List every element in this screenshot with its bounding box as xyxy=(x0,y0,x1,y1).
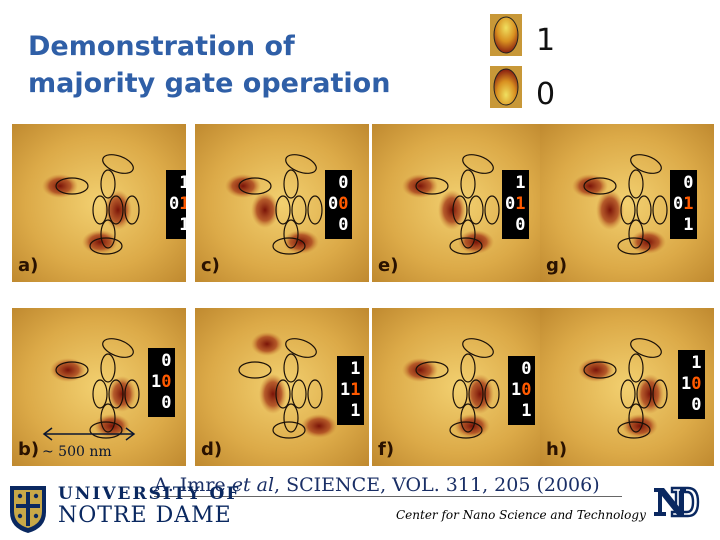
logic-state-row: 0 xyxy=(691,395,702,415)
title-line-1: Demonstration of xyxy=(28,31,295,62)
logic-state-row: 1 xyxy=(515,173,526,193)
panel-label: f) xyxy=(378,439,395,460)
mfm-panel: h) 1 1 0 0 xyxy=(540,308,714,466)
mfm-panel: a) 1 0 1 1 xyxy=(12,124,186,282)
legend-one-label: 1 xyxy=(536,23,555,58)
scale-label: ~ 500 nm xyxy=(42,444,112,460)
logic-state-row: 1 xyxy=(350,401,361,421)
citation-author: A. Imre xyxy=(154,474,226,496)
legend-zero-label: 0 xyxy=(536,77,555,110)
magnetization-legend: 1 0 xyxy=(490,14,570,112)
logic-state-row: 0 xyxy=(161,393,172,413)
logic-state-row: 0 xyxy=(515,215,526,235)
mfm-image xyxy=(195,124,369,282)
mfm-panel: c) 0 0 0 0 xyxy=(195,124,369,282)
logic-state-row: 1 xyxy=(521,401,532,421)
university-logo: UNIVERSITY OF NOTRE DAME xyxy=(8,484,238,534)
title-line-2: majority gate operation xyxy=(28,68,391,99)
panel-label: a) xyxy=(18,255,39,276)
panel-label: b) xyxy=(18,439,40,460)
mfm-panel: e) 1 0 1 0 xyxy=(372,124,546,282)
logic-state-row: 0 xyxy=(521,359,532,379)
logic-state-row: 0 xyxy=(683,173,694,193)
center-name: Center for Nano Science and Technology xyxy=(396,508,646,522)
logic-state-row: 1 xyxy=(179,215,186,235)
mfm-panel: b) 0 1 0 0 xyxy=(12,308,186,466)
nd-monogram-icon xyxy=(654,486,700,518)
logic-state-row: 1 xyxy=(179,173,186,193)
citation-rest: , SCIENCE, VOL. 311, 205 (2006) xyxy=(274,474,600,496)
logic-state-row: 1 xyxy=(350,359,361,379)
citation-etal: et al xyxy=(231,474,275,496)
mfm-panel: f) 0 1 0 1 xyxy=(372,308,546,466)
logic-state-row: 0 xyxy=(338,173,349,193)
legend-magnets-icon: 1 0 xyxy=(490,14,555,112)
university-name-line-1: UNIVERSITY OF xyxy=(58,484,241,504)
mfm-panel: g) 0 0 1 1 xyxy=(540,124,714,282)
scale-bar-arrow-icon xyxy=(42,427,136,441)
logic-state-row: 0 xyxy=(161,351,172,371)
mfm-image xyxy=(12,124,186,282)
panel-label: d) xyxy=(201,439,223,460)
logic-state-row: 0 xyxy=(338,215,349,235)
panel-label: e) xyxy=(378,255,399,276)
mfm-panel: d) 1 1 1 1 xyxy=(195,308,369,466)
logic-state-row: 1 xyxy=(691,353,702,373)
university-name-line-2: NOTRE DAME xyxy=(58,503,232,528)
panel-label: h) xyxy=(546,439,568,460)
slide-title: Demonstration of majority gate operation xyxy=(28,28,390,102)
panel-label: c) xyxy=(201,255,220,276)
notre-dame-shield-icon xyxy=(10,486,46,533)
panel-label: g) xyxy=(546,255,568,276)
logic-state-row: 1 xyxy=(683,215,694,235)
citation: A. Imre et al, SCIENCE, VOL. 311, 205 (2… xyxy=(154,474,622,497)
